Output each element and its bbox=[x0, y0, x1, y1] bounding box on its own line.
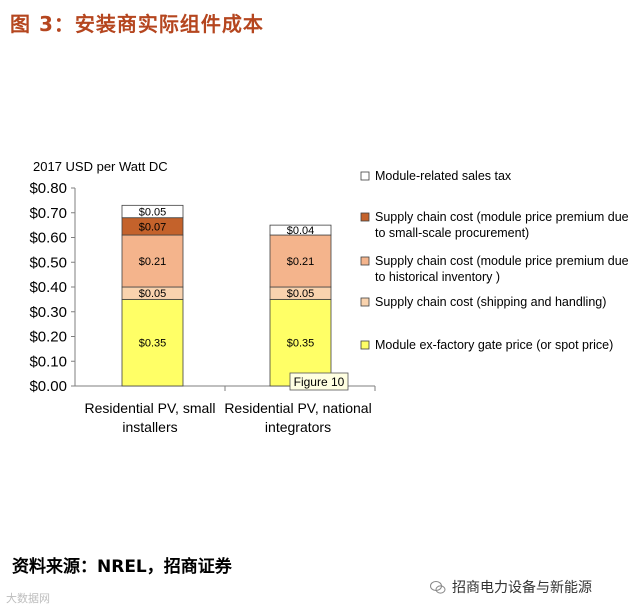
x-category-label: integrators bbox=[265, 419, 331, 435]
bar-value-label: $0.07 bbox=[139, 221, 167, 233]
bar-value-label: $0.21 bbox=[139, 256, 167, 268]
bar-value-label: $0.05 bbox=[139, 288, 167, 300]
bar-segment bbox=[121, 204, 184, 219]
bar-segment bbox=[121, 234, 184, 288]
legend-swatch bbox=[360, 212, 370, 222]
x-category-label: Residential PV, small bbox=[85, 400, 216, 416]
bar-segment bbox=[269, 224, 332, 236]
legend-label: to historical inventory ) bbox=[375, 270, 500, 284]
legend-swatch bbox=[360, 171, 370, 181]
legend-label: Supply chain cost (module price premium … bbox=[375, 254, 629, 268]
wechat-icon bbox=[430, 581, 446, 594]
bar-value-label: $0.04 bbox=[287, 225, 315, 237]
watermark-wechat: 招商电力设备与新能源 bbox=[430, 577, 592, 597]
bar-value-label: $0.05 bbox=[139, 207, 167, 219]
legend-swatch bbox=[360, 297, 370, 307]
legend-label: Supply chain cost (module price premium … bbox=[375, 210, 629, 224]
legend-label: Supply chain cost (shipping and handling… bbox=[375, 295, 606, 309]
bar-value-label: $0.05 bbox=[287, 288, 315, 300]
y-tick-label: $0.10 bbox=[29, 353, 67, 370]
watermark-right-text: 招商电力设备与新能源 bbox=[452, 580, 592, 596]
y-tick-label: $0.00 bbox=[29, 378, 67, 395]
y-tick-label: $0.60 bbox=[29, 230, 67, 247]
legend-label: to small-scale procurement) bbox=[375, 226, 529, 240]
y-tick-label: $0.40 bbox=[29, 279, 67, 296]
y-tick-label: $0.70 bbox=[29, 205, 67, 222]
y-unit-label: 2017 USD per Watt DC bbox=[33, 159, 168, 174]
legend-label: Module ex-factory gate price (or spot pr… bbox=[375, 338, 613, 352]
y-tick-label: $0.80 bbox=[29, 180, 67, 197]
figure-tooltip-box bbox=[289, 372, 349, 391]
bar-value-label: $0.35 bbox=[139, 338, 167, 350]
bar-value-label: $0.21 bbox=[287, 256, 315, 268]
legend-swatch bbox=[360, 256, 370, 266]
y-tick-label: $0.30 bbox=[29, 304, 67, 321]
x-category-label: Residential PV, national bbox=[224, 400, 371, 416]
bar-value-label: $0.35 bbox=[287, 338, 315, 350]
figure-tooltip-label: Figure 10 bbox=[294, 375, 345, 389]
x-category-label: installers bbox=[122, 419, 177, 435]
page-title: 图 3：安装商实际组件成本 bbox=[10, 12, 264, 36]
bar-segment bbox=[121, 298, 184, 387]
y-tick-label: $0.20 bbox=[29, 329, 67, 346]
source-note: 资料来源：NREL，招商证券 bbox=[12, 557, 232, 577]
y-tick-label: $0.50 bbox=[29, 254, 67, 271]
legend-swatch bbox=[360, 340, 370, 350]
watermark-left: 大数据网 bbox=[6, 593, 50, 605]
legend-label: Module-related sales tax bbox=[375, 169, 512, 183]
